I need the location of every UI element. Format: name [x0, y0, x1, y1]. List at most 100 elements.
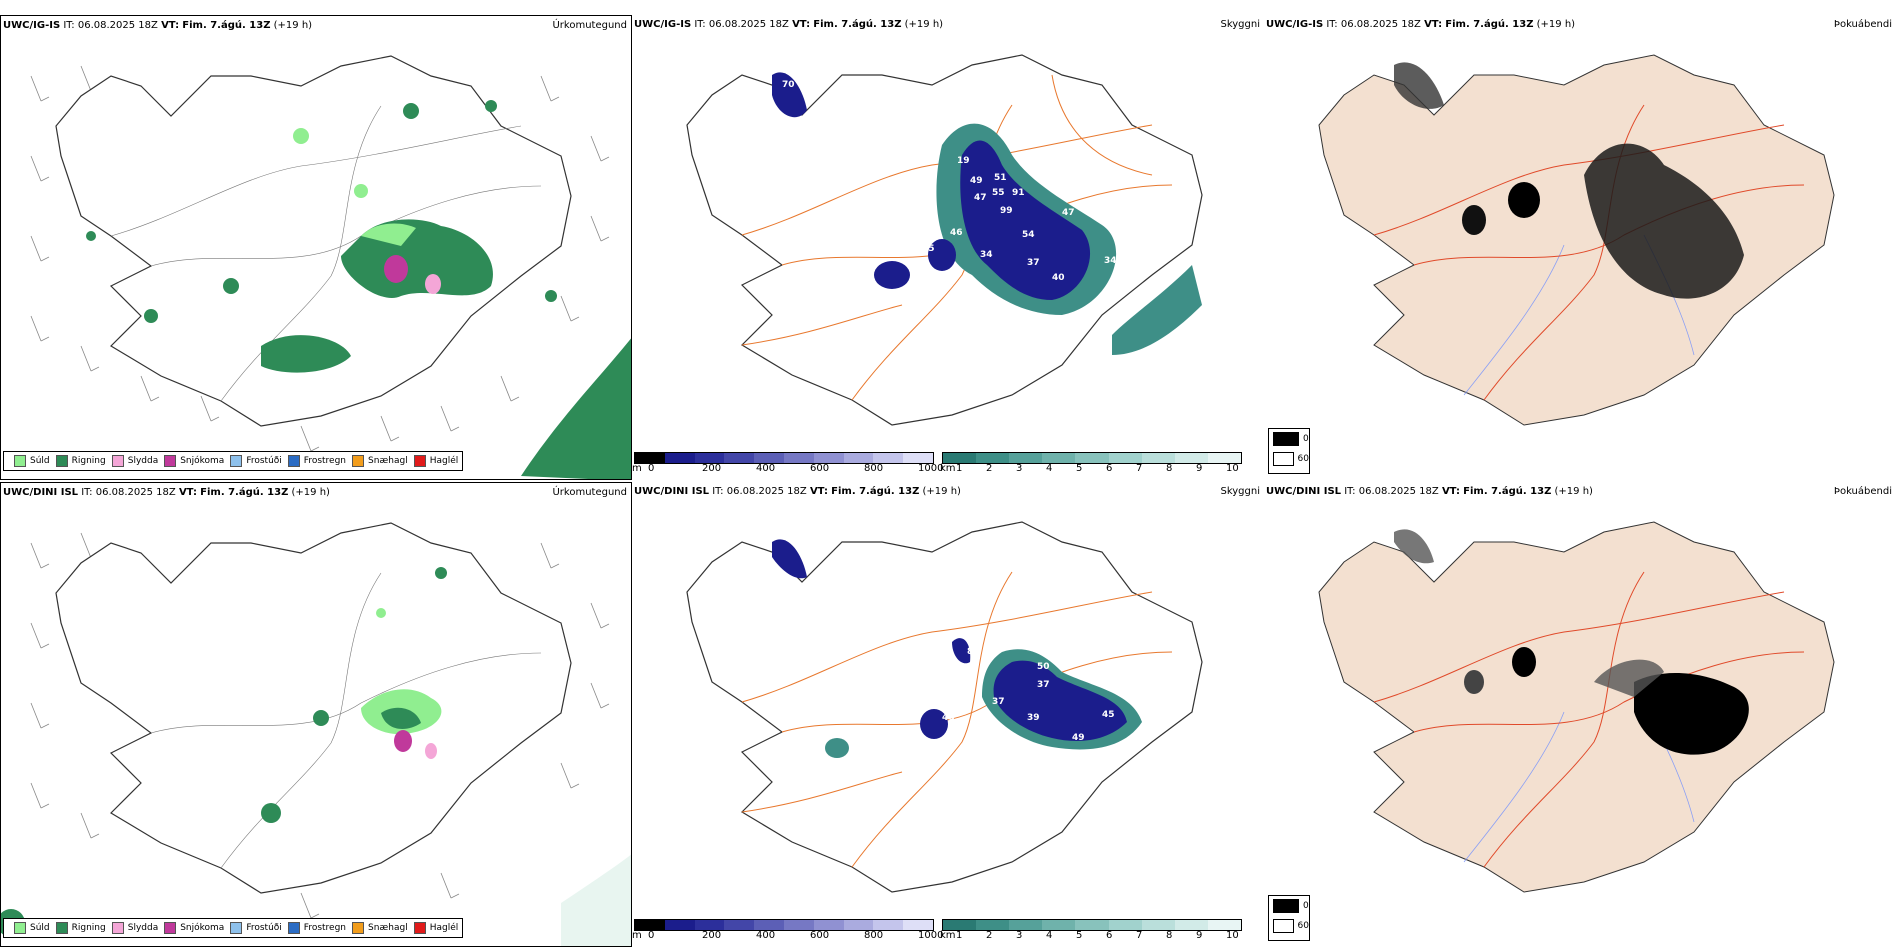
- roads: [110, 105, 542, 402]
- visibility-value-label: 37: [1027, 258, 1040, 268]
- colorbar-tick: 4: [1046, 930, 1053, 941]
- visibility-areas: [772, 539, 1142, 758]
- iceland-outline: [686, 521, 1203, 893]
- legend-label: Snjókoma: [180, 456, 225, 466]
- colorbar-unit: m: [632, 930, 642, 941]
- visibility-panel-top: 70 36 19 49 51 47 55 91 99 47 46 54 50 55 34 37 34 40 13 U…: [632, 15, 1264, 480]
- fog-legend: 0 60: [1268, 428, 1310, 474]
- colorbar-tick: 10: [1226, 463, 1239, 474]
- fog-areas: [1394, 62, 1744, 299]
- vis-colorbar-km-ticks: km 1 2 3 4 5 6 7 8 9 10: [940, 930, 1242, 942]
- legend-swatch: [352, 922, 365, 934]
- legend-swatch: [230, 922, 243, 934]
- header: UWC/DINI ISL IT: 06.08.2025 18Z VT: Fim.…: [3, 487, 330, 498]
- vis-colorbar-m-ticks: m 0 200 400 600 800 1000: [632, 463, 943, 475]
- colorbar-tick: 10: [1226, 930, 1239, 941]
- colorbar-tick: 800: [864, 463, 884, 474]
- visibility-areas: [772, 72, 1202, 355]
- visibility-value-label: 47: [974, 193, 987, 203]
- visibility-value-label: 49: [1072, 733, 1085, 743]
- colorbar-tick: 6: [1106, 930, 1113, 941]
- visibility-labels: 80 50 37 48 37 39 45 49: [942, 647, 1115, 743]
- colorbar-tick: 1: [956, 930, 963, 941]
- legend-swatch: [14, 455, 26, 467]
- legend-label: Haglél: [429, 923, 459, 933]
- header: UWC/DINI ISL IT: 06.08.2025 18Z VT: Fim.…: [634, 486, 961, 497]
- colorbar-tick: 0: [648, 463, 655, 474]
- precip-legend: Súld Rigning Slydda Snjókoma Frostúði Frostre…: [3, 918, 464, 938]
- colorbar-tick: 3: [1016, 463, 1023, 474]
- colorbar-tick: 600: [810, 930, 830, 941]
- vis-colorbar-km: km 1 2 3 4 5 6 7 8 9 10: [940, 919, 1242, 942]
- precip-areas: [1, 567, 631, 946]
- legend-label: Súld: [30, 923, 50, 933]
- visibility-value-label: 55: [922, 244, 935, 254]
- panel-title: Skyggni: [1220, 486, 1260, 497]
- legend-swatch: [352, 455, 365, 467]
- visibility-panel-bottom: 80 50 37 48 37 39 45 49 UWC/DINI ISL IT: 06.08.…: [632, 482, 1264, 947]
- visibility-value-label: 70: [782, 80, 795, 90]
- precip-panel-top: UWC/IG-IS IT: 06.08.2025 18Z VT: Fim. 7.…: [0, 15, 632, 480]
- precip-map-bottom: [1, 522, 631, 946]
- visibility-value-label: 99: [1000, 206, 1013, 216]
- colorbar-tick: 1000: [918, 463, 944, 474]
- iceland-land: [1318, 54, 1835, 426]
- fog-panel-bottom: UWC/DINI ISL IT: 06.08.2025 18Z VT: Fim.…: [1264, 482, 1896, 947]
- vis-colorbar-m-ticks: m 0 200 400 600 800 1000: [632, 930, 943, 942]
- header: UWC/IG-IS IT: 06.08.2025 18Z VT: Fim. 7.…: [3, 20, 313, 31]
- precip-areas: [86, 100, 631, 479]
- fog-areas: [1394, 529, 1749, 755]
- header: UWC/IG-IS IT: 06.08.2025 18Z VT: Fim. 7.…: [634, 19, 944, 30]
- legend-swatch: [164, 922, 177, 934]
- vis-colorbar-m: m 0 200 400 600 800 1000: [632, 452, 943, 475]
- legend-swatch: [164, 455, 177, 467]
- visibility-value-label: 51: [994, 173, 1007, 183]
- legend-label: Haglél: [429, 456, 459, 466]
- fog-map-top: [1318, 54, 1835, 426]
- legend-swatch: [55, 922, 68, 934]
- legend-label: Slydda: [127, 923, 159, 933]
- legend-label: Snjókoma: [180, 923, 225, 933]
- fog-panel-top: UWC/IG-IS IT: 06.08.2025 18Z VT: Fim. 7.…: [1264, 15, 1896, 480]
- colorbar-tick: 8: [1166, 930, 1173, 941]
- visibility-value-label: 46: [950, 228, 963, 238]
- visibility-value-label: 80: [967, 647, 980, 657]
- visibility-value-label: 40: [1052, 273, 1065, 283]
- legend-label: Slydda: [127, 456, 159, 466]
- visibility-value-label: 55: [992, 188, 1005, 198]
- legend-swatch: [111, 922, 124, 934]
- visibility-value-label: 91: [1012, 188, 1025, 198]
- colorbar-tick: 600: [810, 463, 830, 474]
- panel-title: Úrkomutegund: [552, 20, 627, 31]
- colorbar-unit: m: [632, 463, 642, 474]
- colorbar-tick: 200: [702, 930, 722, 941]
- colorbar-tick: 1: [956, 463, 963, 474]
- colorbar-tick: 0: [648, 930, 655, 941]
- colorbar-tick: 5: [1076, 930, 1083, 941]
- visibility-value-label: 34: [1104, 256, 1117, 266]
- colorbar-tick: 9: [1196, 463, 1203, 474]
- panel-title: Skyggni: [1220, 19, 1260, 30]
- colorbar-tick: 7: [1136, 463, 1143, 474]
- legend-swatch: [413, 455, 426, 467]
- legend-swatch: [230, 455, 243, 467]
- legend-label: Rigning: [71, 923, 106, 933]
- panel-title: Úrkomutegund: [552, 487, 627, 498]
- vis-colorbar-m: m 0 200 400 600 800 1000: [632, 919, 943, 942]
- legend-swatch: [14, 922, 26, 934]
- visibility-value-label: 37: [1037, 680, 1050, 690]
- header: UWC/IG-IS IT: 06.08.2025 18Z VT: Fim. 7.…: [1266, 19, 1576, 30]
- legend-label: Frostregn: [303, 456, 347, 466]
- visibility-value-label: 45: [1102, 710, 1115, 720]
- iceland-outline: [55, 522, 572, 894]
- iceland-outline: [55, 55, 572, 427]
- legend-label: Snæhagl: [368, 456, 408, 466]
- visibility-value-label: 34: [980, 250, 993, 260]
- precip-legend: Súld Rigning Slydda Snjókoma Frostúði Frostre…: [3, 451, 464, 471]
- legend-label: Rigning: [71, 456, 106, 466]
- colorbar-tick: 9: [1196, 930, 1203, 941]
- precip-panel-bottom: UWC/DINI ISL IT: 06.08.2025 18Z VT: Fim.…: [0, 482, 632, 947]
- visibility-value-label: 50: [1037, 662, 1050, 672]
